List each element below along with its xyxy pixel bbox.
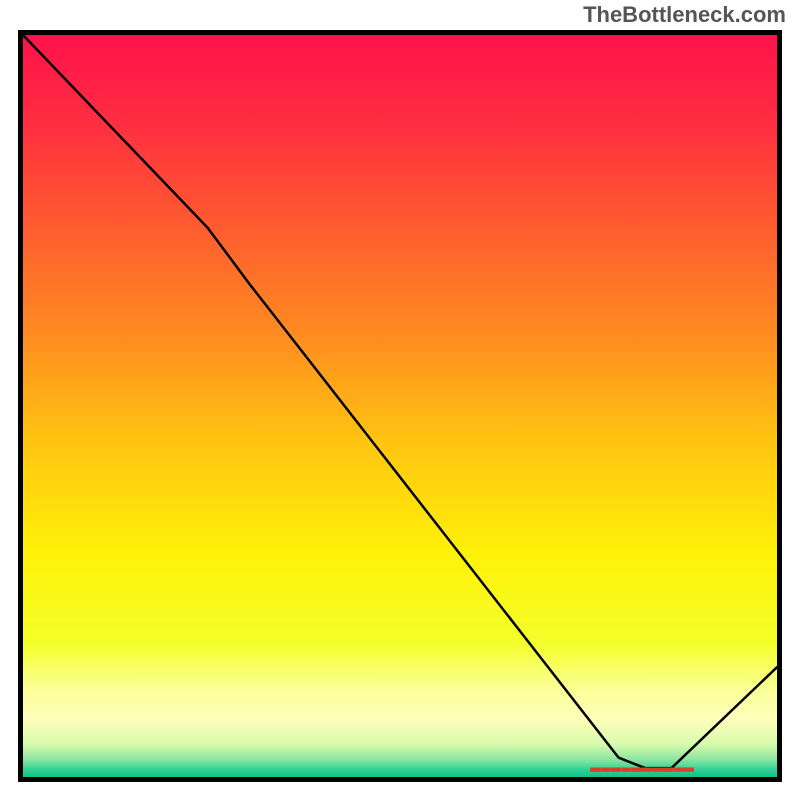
main-curve-line xyxy=(23,35,777,768)
chart-root: TheBottleneck.com ■■■■■■■■■■ xyxy=(0,0,800,800)
watermark-text: TheBottleneck.com xyxy=(583,2,786,28)
chart-overlay-svg: ■■■■■■■■■■ xyxy=(23,35,777,777)
plot-area: ■■■■■■■■■■ xyxy=(18,30,782,782)
bottom-marker: ■■■■■■■■■■ xyxy=(590,766,696,774)
